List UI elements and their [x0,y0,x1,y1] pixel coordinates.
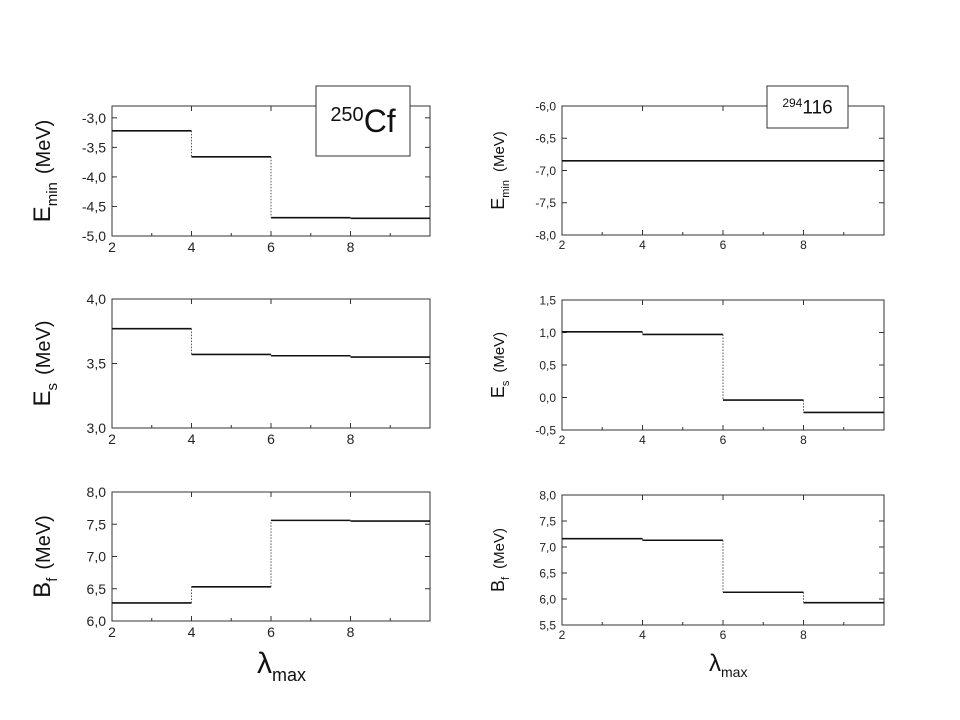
nucleus-label: 250Cf [330,103,395,139]
y-tick-label: 3,5 [87,356,107,372]
y-tick-label: -6,0 [535,99,556,113]
x-tick-label: 8 [347,431,355,447]
y-tick-label: 6,5 [87,581,107,597]
y-tick-label: 7,5 [539,514,556,528]
y-tick-label: 4,0 [87,291,107,307]
y-tick-label: 7,0 [539,540,556,554]
chart-panel-2: 2 4 6 8 -6,0 -6,5 -7,0 -7,5 -8,0 Emin(MeV) 294116 [488,85,885,252]
x-tick-label: 8 [347,239,355,255]
x-tick-label: 8 [800,628,807,642]
x-tick-label: 2 [108,431,116,447]
y-axis-label: Emin(MeV) [488,131,512,210]
y-tick-label: 8,0 [87,484,107,500]
y-tick-label: -4,0 [82,169,106,185]
y-axis-label: Emin(MeV) [29,120,61,223]
y-tick-label: -7,5 [535,196,556,210]
y-tick-label: -6,5 [535,132,556,146]
x-tick-label: 4 [639,238,646,252]
y-tick-label: 0,5 [539,358,556,372]
y-tick-label: 0,0 [539,391,556,405]
x-tick-label: 6 [267,431,275,447]
x-axis-label: λmax [709,650,747,680]
y-tick-label: 7,0 [87,549,107,565]
plot-frame [111,298,431,429]
y-tick-label: 1,0 [539,326,556,340]
y-tick-label: -8,0 [535,228,556,242]
x-tick-label: 2 [559,628,566,642]
y-tick-label: 5,5 [539,618,556,632]
chart-panel-4: 2 4 6 8 1,5 1,0 0,5 0,0 -0,5 Es(MeV) [488,293,885,447]
x-tick-label: 4 [639,628,646,642]
x-axis-label: λmax [257,647,306,685]
y-axis-label: Bf(MeV) [488,528,512,592]
x-tick-label: 2 [559,238,566,252]
x-tick-label: 6 [267,239,275,255]
x-tick-label: 6 [720,238,727,252]
x-tick-label: 6 [267,624,275,640]
x-tick-label: 8 [347,624,355,640]
x-tick-label: 2 [559,433,566,447]
y-axis-label: Es(MeV) [29,321,61,407]
y-tick-label: 8,0 [539,488,556,502]
y-tick-label: 1,5 [539,293,556,307]
y-tick-label: -5,0 [82,228,106,244]
chart-panel-1: 2 4 6 8 -3,0 -3,5 -4,0 -4,5 -5,0 Emin(MeV) 250Cf [29,85,431,255]
y-axis-label: Es(MeV) [488,332,512,398]
y-tick-label: -0,5 [535,423,556,437]
x-tick-label: 4 [639,433,646,447]
plot-frame [561,494,885,626]
x-tick-label: 4 [188,431,196,447]
chart-panel-3: 2 4 6 8 4,0 3,5 3,0 Es(MeV) [29,291,431,447]
x-tick-label: 8 [800,238,807,252]
y-tick-label: -3,0 [82,110,106,126]
y-tick-label: 6,0 [539,592,556,606]
y-tick-label: 7,5 [87,516,107,532]
x-tick-label: 2 [108,624,116,640]
y-tick-label: 3,0 [87,420,107,436]
y-axis-label: Bf(MeV) [29,515,61,598]
x-tick-label: 2 [108,239,116,255]
x-tick-label: 6 [720,433,727,447]
y-tick-label: 6,0 [87,613,107,629]
chart-panel-6: 2 4 6 8 8,0 7,5 7,0 6,5 6,0 5,5 Bf(MeV) λmax [488,488,885,680]
y-tick-label: 6,5 [539,566,556,580]
nucleus-box [315,85,411,157]
x-tick-label: 8 [800,433,807,447]
x-tick-label: 4 [188,624,196,640]
nucleus-box [766,85,849,129]
x-tick-label: 4 [188,239,196,255]
nucleus-label: 294116 [782,96,832,119]
chart-panel-5: 2 4 6 8 8,0 7,5 7,0 6,5 6,0 Bf(MeV) λmax [29,484,431,685]
y-tick-label: -3,5 [82,139,106,155]
y-tick-label: -7,0 [535,164,556,178]
y-tick-label: -4,5 [82,198,106,214]
x-tick-label: 6 [720,628,727,642]
